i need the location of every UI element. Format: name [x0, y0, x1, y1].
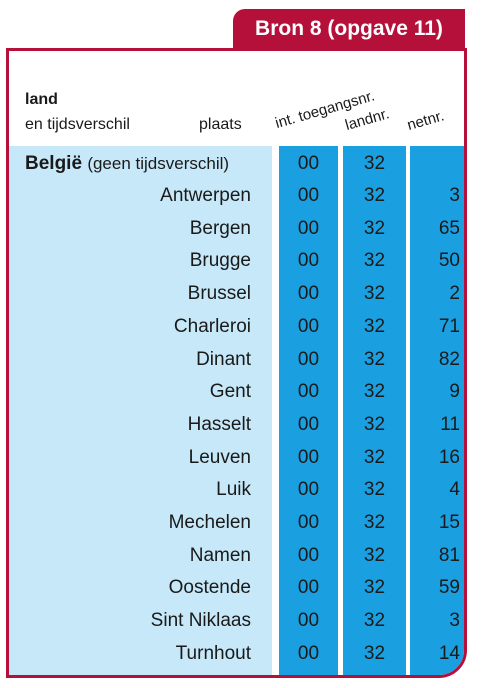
netnr-value: 14 [438, 642, 460, 664]
table-row: Sint Niklaas 00 32 3 [9, 605, 464, 637]
netnr-value: 3 [449, 185, 460, 206]
landnr-value: 32 [363, 283, 386, 305]
place-column-background [9, 146, 272, 675]
table-row: Charleroi 00 32 71 [9, 311, 464, 343]
table-row: Dinant 00 32 82 [9, 344, 464, 376]
netnr-value: 16 [438, 446, 460, 468]
country-toegang: 00 [297, 153, 320, 174]
table-row: Leuven 00 32 16 [9, 442, 464, 474]
country-label: België (geen tijdsverschil) [25, 148, 229, 180]
place-name: Antwerpen [160, 185, 251, 206]
landnr-value: 32 [363, 446, 386, 468]
netnr-value: 50 [438, 250, 460, 272]
netnr-value: 4 [449, 479, 460, 501]
netnr-value: 82 [438, 348, 460, 370]
header-netnr: netnr. [405, 107, 447, 134]
toegang-value: 00 [297, 348, 320, 370]
country-landnr: 32 [363, 153, 386, 174]
toegang-value: 00 [297, 413, 320, 435]
landnr-value: 32 [363, 577, 386, 599]
table-row: Hasselt 00 32 11 [9, 409, 464, 441]
landnr-value: 32 [363, 544, 386, 566]
landnr-value: 32 [363, 479, 386, 501]
source-title: Bron 8 (opgave 11) [255, 17, 443, 40]
netnr-value: 9 [449, 381, 460, 403]
table-row: Luik 00 32 4 [9, 474, 464, 506]
table-row: Oostende 00 32 59 [9, 572, 464, 604]
toegang-value: 00 [297, 446, 320, 468]
toegang-value: 00 [297, 250, 320, 272]
toegang-value: 00 [297, 217, 320, 239]
header-land: land [25, 91, 58, 108]
toegang-value: 00 [297, 512, 320, 533]
landnr-value: 32 [363, 610, 386, 632]
place-name: Charleroi [173, 315, 251, 337]
landnr-value: 32 [363, 348, 386, 370]
table-row: Gent 00 32 9 [9, 376, 464, 408]
netnr-value: 81 [438, 544, 460, 566]
table-row: Bergen 00 32 65 [9, 213, 464, 245]
place-name: Oostende [168, 577, 251, 599]
netnr-value: 11 [440, 413, 460, 435]
country-row: België (geen tijdsverschil) 00 32 [9, 148, 464, 180]
table-row: Turnhout 00 32 14 [9, 638, 464, 670]
header-plaats: plaats [199, 116, 242, 133]
place-name: Turnhout [175, 642, 251, 664]
toegang-value: 00 [297, 283, 320, 305]
landnr-value: 32 [363, 315, 386, 337]
toegang-value: 00 [297, 479, 320, 501]
toegang-value: 00 [297, 381, 320, 403]
country-code-column-background [343, 146, 406, 675]
table-frame: land en tijdsverschil plaats int. toegan… [6, 48, 467, 678]
area-code-column-background [410, 146, 464, 675]
toegang-value: 00 [297, 185, 320, 206]
toegang-value: 00 [297, 642, 320, 664]
landnr-value: 32 [363, 642, 386, 664]
toegang-value: 00 [297, 544, 320, 566]
access-code-column-background [279, 146, 338, 675]
landnr-value: 32 [363, 250, 386, 272]
place-name: Namen [189, 544, 251, 566]
place-name: Hasselt [187, 413, 251, 435]
toegang-value: 00 [297, 577, 320, 599]
country-name: België [25, 153, 83, 174]
toegang-value: 00 [297, 315, 320, 337]
place-name: Gent [209, 381, 251, 403]
netnr-value: 65 [438, 217, 460, 239]
place-name: Dinant [196, 348, 251, 370]
landnr-value: 32 [363, 512, 386, 533]
place-name: Sint Niklaas [150, 610, 251, 632]
table-row: Brugge 00 32 50 [9, 245, 464, 277]
netnr-value: 59 [438, 577, 460, 599]
landnr-value: 32 [363, 413, 386, 435]
netnr-value: 3 [449, 610, 460, 632]
toegang-value: 00 [297, 610, 320, 632]
netnr-value: 2 [449, 283, 460, 305]
place-name: Brussel [187, 283, 251, 305]
place-name: Brugge [189, 250, 251, 272]
country-note: (geen tijdsverschil) [87, 154, 230, 173]
source-title-tab: Bron 8 (opgave 11) [233, 9, 465, 49]
netnr-value: 71 [438, 315, 460, 337]
landnr-value: 32 [363, 381, 386, 403]
place-name: Bergen [189, 217, 251, 239]
header-tijdsverschil: en tijdsverschil [25, 116, 130, 133]
table-row: Brussel 00 32 2 [9, 278, 464, 310]
table-row: Namen 00 32 81 [9, 540, 464, 572]
place-name: Leuven [188, 446, 251, 468]
place-name: Mechelen [168, 512, 251, 533]
landnr-value: 32 [363, 185, 386, 206]
table-row: Antwerpen 00 32 3 [9, 180, 464, 212]
place-name: Luik [216, 479, 251, 501]
netnr-value: 15 [438, 512, 460, 533]
table-row: Mechelen 00 32 15 [9, 507, 464, 539]
landnr-value: 32 [363, 217, 386, 239]
